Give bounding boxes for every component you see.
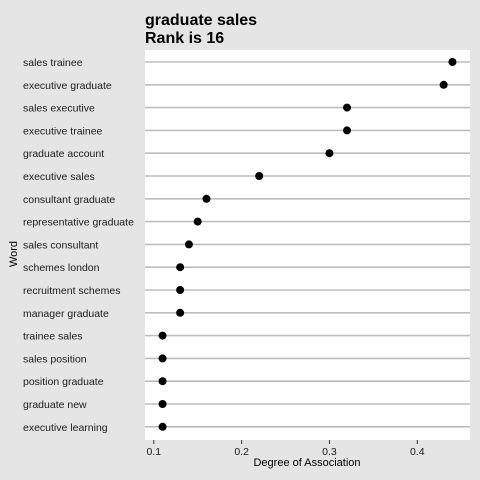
data-point <box>448 58 457 66</box>
x-axis: 0.1 0.2 0.3 0.4 <box>146 440 425 458</box>
y-tick-label: executive learning <box>23 422 108 434</box>
y-tick-label: graduate account <box>23 148 104 160</box>
y-tick-label: sales executive <box>23 103 95 115</box>
y-tick-label: sales consultant <box>23 239 98 251</box>
data-point <box>255 172 264 180</box>
x-tick-label: 0.2 <box>234 446 249 458</box>
data-point <box>176 263 185 272</box>
chart-subtitle: Rank is 16 <box>145 30 224 47</box>
y-tick-label: position graduate <box>23 376 104 388</box>
data-point <box>202 194 211 203</box>
y-tick-label: representative graduate <box>23 217 134 229</box>
x-axis-title: Degree of Association <box>253 457 360 469</box>
y-tick-label: sales position <box>23 353 87 365</box>
y-tick-label: executive trainee <box>23 125 103 137</box>
y-tick-label: graduate new <box>23 399 87 411</box>
x-tick-label: 0.4 <box>410 446 425 458</box>
data-points <box>158 58 457 431</box>
chart-title: graduate sales <box>145 12 257 29</box>
data-point <box>158 422 167 431</box>
data-point <box>158 377 167 386</box>
y-tick-label: schemes london <box>23 262 100 274</box>
y-axis-title: Word <box>8 241 20 267</box>
data-point <box>325 149 334 158</box>
data-point <box>184 240 193 249</box>
data-point <box>343 103 352 112</box>
y-tick-label: consultant graduate <box>23 194 115 206</box>
y-tick-label: manager graduate <box>23 308 109 320</box>
x-tick-label: 0.1 <box>146 446 161 458</box>
data-point <box>343 126 352 135</box>
y-tick-label: sales trainee <box>23 57 83 69</box>
data-point <box>158 400 167 408</box>
y-tick-label: trainee sales <box>23 331 83 343</box>
y-tick-label: recruitment schemes <box>23 285 120 297</box>
data-point <box>158 354 167 363</box>
data-point <box>176 286 185 294</box>
data-point <box>193 217 202 226</box>
data-point <box>158 331 167 340</box>
y-tick-label: executive sales <box>23 171 95 183</box>
data-point <box>176 308 185 317</box>
y-tick-labels: sales trainee executive graduate sales exe… <box>23 57 134 434</box>
data-point <box>439 80 448 89</box>
y-tick-label: executive graduate <box>23 80 112 92</box>
x-tick-label: 0.3 <box>322 446 337 458</box>
